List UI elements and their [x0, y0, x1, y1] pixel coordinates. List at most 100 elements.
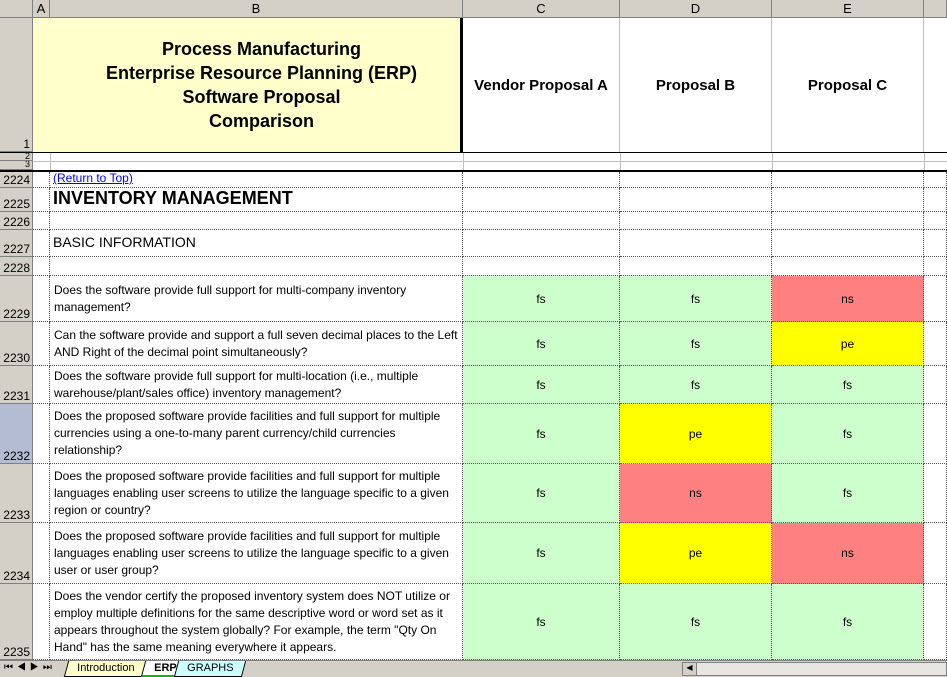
row-header[interactable]: 2230 — [0, 322, 33, 366]
question-text[interactable]: Does the vendor certify the proposed inv… — [50, 584, 463, 660]
rating-cell[interactable]: pe — [772, 322, 924, 366]
cell[interactable] — [33, 322, 50, 366]
rating-cell[interactable]: fs — [620, 366, 772, 404]
cell[interactable] — [33, 276, 50, 322]
row-header[interactable]: 2226 — [0, 212, 33, 230]
rating-cell[interactable]: fs — [620, 276, 772, 322]
scroll-left-icon[interactable]: ◀ — [683, 663, 697, 675]
cell[interactable] — [620, 212, 772, 230]
rating-cell[interactable]: ns — [772, 523, 924, 584]
cell[interactable] — [924, 584, 947, 660]
tab-scroll-buttons[interactable]: ⏮◀▶⏭ — [4, 662, 56, 673]
cell[interactable] — [924, 230, 947, 257]
column-header-b[interactable]: B — [50, 0, 463, 18]
rating-cell[interactable]: fs — [772, 464, 924, 523]
cell[interactable] — [772, 172, 924, 188]
rating-cell[interactable]: fs — [620, 322, 772, 366]
cell[interactable] — [620, 172, 772, 188]
cell[interactable] — [924, 464, 947, 523]
question-text[interactable]: Does the software provide full support f… — [50, 276, 463, 322]
rating-cell[interactable]: ns — [772, 276, 924, 322]
rating-cell[interactable]: fs — [463, 523, 620, 584]
column-header-a[interactable]: A — [33, 0, 50, 18]
cell[interactable] — [924, 404, 947, 464]
cell[interactable] — [463, 188, 620, 212]
rating-cell[interactable]: fs — [772, 404, 924, 464]
cell[interactable] — [772, 257, 924, 276]
sheet-tab-graphs[interactable]: GRAPHS — [173, 661, 247, 677]
rating-cell[interactable]: fs — [463, 276, 620, 322]
row-header[interactable]: 2232 — [0, 404, 33, 464]
rating-cell[interactable]: fs — [463, 404, 620, 464]
cell[interactable] — [33, 188, 50, 212]
section-heading[interactable]: BASIC INFORMATION — [50, 230, 463, 257]
cell[interactable] — [463, 230, 620, 257]
cell[interactable] — [924, 257, 947, 276]
cell[interactable] — [33, 523, 50, 584]
cell[interactable] — [924, 276, 947, 322]
row-header[interactable]: 2229 — [0, 276, 33, 322]
cell[interactable] — [463, 257, 620, 276]
cell[interactable] — [620, 188, 772, 212]
cell[interactable] — [924, 366, 947, 404]
row-header[interactable]: 3 — [0, 161, 33, 170]
return-to-top-link[interactable]: (Return to Top) — [50, 172, 463, 188]
rating-cell[interactable]: pe — [620, 523, 772, 584]
rating-cell[interactable]: fs — [463, 464, 620, 523]
cell[interactable] — [772, 230, 924, 257]
rating-cell[interactable]: fs — [772, 584, 924, 660]
rating-cell[interactable]: pe — [620, 404, 772, 464]
cell[interactable] — [33, 212, 50, 230]
cell[interactable] — [924, 188, 947, 212]
vendor-header-2[interactable]: Proposal B — [620, 18, 772, 152]
cell[interactable] — [772, 212, 924, 230]
row-header[interactable]: 2234 — [0, 523, 33, 584]
question-text[interactable]: Does the software provide full support f… — [50, 366, 463, 404]
cell[interactable] — [33, 366, 50, 404]
cell[interactable] — [33, 257, 50, 276]
horizontal-scrollbar[interactable]: ◀ — [682, 662, 947, 676]
section-heading[interactable] — [50, 257, 463, 276]
cell[interactable] — [33, 584, 50, 660]
row-header[interactable]: 1 — [0, 18, 33, 152]
rating-cell[interactable]: fs — [620, 584, 772, 660]
row-header[interactable]: 2231 — [0, 366, 33, 404]
cell[interactable] — [463, 212, 620, 230]
section-heading[interactable]: INVENTORY MANAGEMENT — [50, 188, 463, 212]
question-text[interactable]: Can the software provide and support a f… — [50, 322, 463, 366]
cell[interactable] — [33, 172, 50, 188]
cell[interactable] — [924, 212, 947, 230]
row-header[interactable]: 2228 — [0, 257, 33, 276]
select-all-corner[interactable] — [0, 0, 33, 18]
vendor-header-3[interactable]: Proposal C — [772, 18, 924, 152]
cell[interactable] — [924, 172, 947, 188]
cell[interactable] — [772, 188, 924, 212]
row-header[interactable]: 2233 — [0, 464, 33, 523]
vendor-header-1[interactable]: Vendor Proposal A — [463, 18, 620, 152]
cell[interactable] — [620, 257, 772, 276]
column-header-c[interactable]: C — [463, 0, 620, 18]
question-text[interactable]: Does the proposed software provide facil… — [50, 404, 463, 464]
row-header[interactable]: 2225 — [0, 188, 33, 212]
row-header[interactable]: 2224 — [0, 172, 33, 188]
rating-cell[interactable]: fs — [463, 366, 620, 404]
row-header[interactable]: 2227 — [0, 230, 33, 257]
title-cell[interactable]: Process Manufacturing Enterprise Resource… — [33, 18, 463, 152]
cell[interactable] — [463, 172, 620, 188]
rating-cell[interactable]: fs — [772, 366, 924, 404]
column-header-d[interactable]: D — [620, 0, 772, 18]
rating-cell[interactable]: fs — [463, 322, 620, 366]
cell[interactable] — [620, 230, 772, 257]
section-heading[interactable] — [50, 212, 463, 230]
sheet-tab-introduction[interactable]: Introduction — [63, 661, 148, 677]
row-header[interactable]: 2 — [0, 153, 33, 161]
column-header-e[interactable]: E — [772, 0, 924, 18]
question-text[interactable]: Does the proposed software provide facil… — [50, 464, 463, 523]
cell[interactable] — [33, 404, 50, 464]
question-text[interactable]: Does the proposed software provide facil… — [50, 523, 463, 584]
cell[interactable] — [924, 523, 947, 584]
rating-cell[interactable]: fs — [463, 584, 620, 660]
cell[interactable] — [924, 322, 947, 366]
row-header[interactable]: 2235 — [0, 584, 33, 660]
cell[interactable] — [33, 230, 50, 257]
